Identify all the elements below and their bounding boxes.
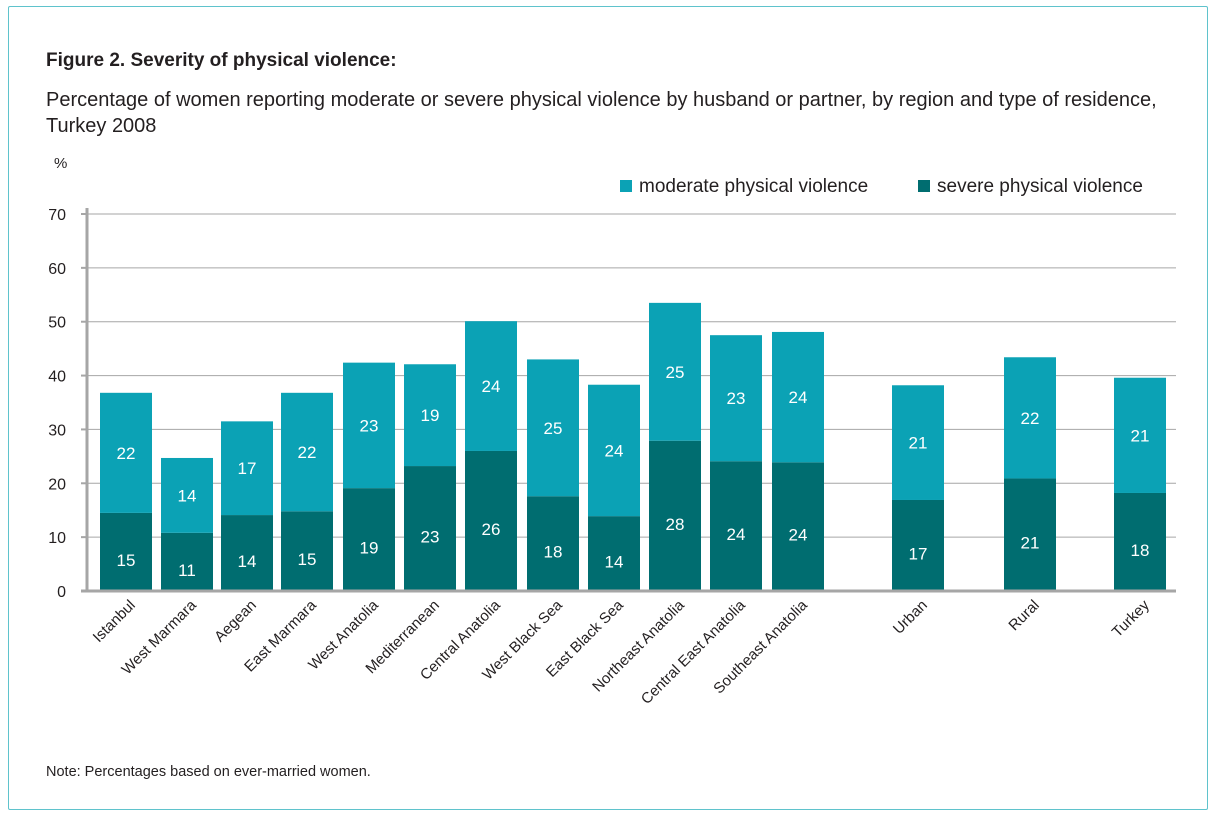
bar-moderate (1004, 357, 1056, 479)
bar-severe (710, 461, 762, 591)
bar-severe (527, 496, 579, 591)
bar-label-severe: 23 (421, 528, 440, 547)
bar-moderate (404, 364, 456, 467)
bar-label-severe: 19 (360, 539, 379, 558)
x-category-label: Turkey (1109, 596, 1153, 640)
x-category-label: Central East Anatolia (638, 596, 750, 708)
bar-moderate (221, 421, 273, 516)
bar-severe (281, 511, 333, 591)
bar-moderate (161, 457, 213, 533)
bar-label-severe: 28 (666, 515, 685, 534)
bar-label-severe: 11 (178, 561, 196, 580)
legend-swatch (620, 180, 632, 192)
legend-label: severe physical violence (937, 176, 1143, 197)
y-tick-label: 0 (57, 584, 66, 601)
y-tick-label: 50 (48, 315, 66, 332)
bar-moderate (892, 385, 944, 500)
bar-moderate (527, 359, 579, 497)
bar-label-moderate: 21 (909, 434, 928, 453)
bar-label-moderate: 14 (178, 486, 197, 505)
x-category-label: Aegean (211, 597, 260, 646)
bar-severe (221, 515, 273, 591)
bar-label-severe: 24 (727, 525, 746, 544)
bar-label-severe: 14 (605, 553, 624, 572)
bar-moderate (1114, 377, 1166, 493)
bar-label-severe: 24 (789, 526, 808, 545)
bars: 15 22 11 14 14 17 15 22 19 23 23 19 26 24 18 25 14 24 28 25… (100, 302, 1166, 591)
bar-severe (343, 488, 395, 591)
bar-severe (892, 499, 944, 591)
bar-severe (1114, 492, 1166, 591)
legend-swatch (918, 180, 930, 192)
x-category-label: Istanbul (90, 597, 139, 646)
y-tick-label: 60 (48, 261, 66, 278)
bar-label-moderate: 22 (1021, 409, 1040, 428)
bar-label-moderate: 19 (421, 406, 440, 425)
x-category-label: Urban (890, 597, 931, 638)
bar-severe (465, 450, 517, 591)
figure-frame (8, 6, 1208, 810)
bar-label-severe: 15 (298, 550, 317, 569)
bar-label-severe: 18 (1131, 541, 1150, 560)
bar-severe (100, 512, 152, 591)
y-tick-label: 20 (48, 476, 66, 493)
bar-severe (1004, 478, 1056, 591)
y-tick-label: 70 (48, 207, 66, 224)
bar-label-severe: 17 (909, 544, 928, 563)
bar-moderate (343, 362, 395, 489)
bar-severe (588, 516, 640, 591)
bar-moderate (100, 392, 152, 513)
bar-severe (772, 462, 824, 591)
x-category-label: Rural (1005, 597, 1042, 634)
bar-label-moderate: 25 (666, 363, 685, 382)
bar-label-moderate: 22 (298, 443, 317, 462)
bar-label-moderate: 23 (360, 416, 379, 435)
legend-label: moderate physical violence (639, 176, 868, 197)
bar-label-moderate: 17 (238, 459, 257, 478)
bar-moderate (772, 331, 824, 463)
bar-moderate (465, 321, 517, 451)
bar-label-severe: 15 (117, 551, 136, 570)
y-tick-label: 30 (48, 422, 66, 439)
bar-label-moderate: 25 (544, 419, 563, 438)
legend: moderate physical violence severe physica… (620, 176, 1143, 197)
y-tick-label: 40 (48, 369, 66, 386)
bar-label-severe: 26 (482, 520, 501, 539)
bar-severe (404, 466, 456, 591)
y-tick-label: 10 (48, 530, 66, 547)
bar-label-severe: 18 (544, 543, 563, 562)
bar-moderate (649, 302, 701, 441)
bar-moderate (588, 384, 640, 517)
bar-label-severe: 21 (1021, 534, 1040, 553)
bar-severe (649, 440, 701, 591)
figure-subtitle: Percentage of women reporting moderate o… (46, 89, 1157, 137)
bar-moderate (710, 335, 762, 462)
bar-label-moderate: 24 (789, 388, 808, 407)
bar-moderate (281, 392, 333, 512)
bar-label-moderate: 23 (727, 389, 746, 408)
bar-label-moderate: 24 (482, 377, 501, 396)
bar-label-severe: 14 (238, 552, 257, 571)
bar-label-moderate: 22 (117, 444, 136, 463)
bar-label-moderate: 24 (605, 441, 624, 460)
figure-title: Figure 2. Severity of physical violence: (46, 50, 397, 71)
bar-label-moderate: 21 (1131, 426, 1150, 445)
bar-severe (161, 532, 213, 591)
figure-note: Note: Percentages based on ever-married … (46, 764, 371, 780)
y-axis-unit: % (54, 155, 67, 172)
